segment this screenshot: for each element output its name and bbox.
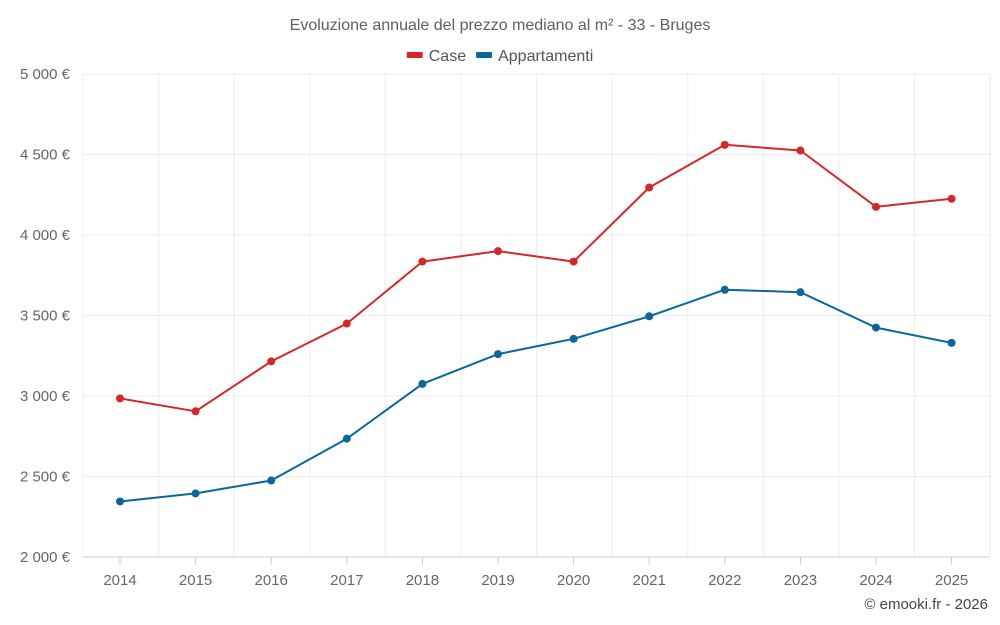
x-tick-label: 2021 — [633, 572, 666, 589]
data-point[interactable] — [569, 257, 578, 266]
data-point[interactable] — [267, 476, 276, 485]
data-point[interactable] — [569, 334, 578, 343]
data-point[interactable] — [342, 319, 351, 328]
data-point[interactable] — [342, 434, 351, 443]
data-point[interactable] — [116, 497, 124, 506]
data-point[interactable] — [418, 257, 427, 266]
x-tick-label: 2023 — [784, 572, 817, 589]
legend: Case Appartamenti — [406, 48, 593, 65]
data-point[interactable] — [872, 323, 880, 332]
grid — [82, 73, 991, 558]
y-tick-label: 5 000 € — [20, 66, 71, 83]
x-tick-label: 2015 — [179, 572, 212, 589]
data-point[interactable] — [267, 357, 276, 366]
y-tick-label: 4 000 € — [20, 227, 71, 244]
chart-title: Evoluzione annuale del prezzo mediano al… — [290, 17, 711, 34]
y-tick-label: 3 500 € — [20, 308, 71, 325]
legend-label: Appartamenti — [498, 48, 593, 65]
series-line — [119, 143, 952, 413]
data-point[interactable] — [645, 183, 654, 192]
y-tick-label: 2 000 € — [20, 549, 71, 566]
x-tick-label: 2017 — [330, 572, 363, 589]
data-point[interactable] — [720, 140, 729, 149]
y-tick-label: 4 500 € — [20, 147, 71, 164]
data-point[interactable] — [191, 489, 200, 498]
credit-text: © emooki.fr - 2026 — [864, 596, 988, 613]
y-tick-label: 3 000 € — [20, 388, 71, 405]
y-axis: 2 000 € 2 500 € 3 000 € 3 500 € 4 000 € 4 500… — [20, 66, 71, 566]
data-point[interactable] — [645, 312, 654, 321]
data-point[interactable] — [116, 394, 124, 403]
series-line — [119, 288, 952, 503]
data-point[interactable] — [494, 350, 502, 359]
x-tick-label: 2019 — [481, 572, 514, 589]
data-point[interactable] — [191, 407, 200, 416]
x-axis: 2014 2015 2016 2017 2018 2019 2020 2021 2022 2023… — [103, 557, 968, 589]
data-point[interactable] — [796, 146, 805, 155]
data-point[interactable] — [796, 288, 805, 297]
series-appartamenti — [116, 285, 956, 506]
data-point[interactable] — [947, 194, 956, 203]
legend-label: Case — [429, 48, 466, 65]
y-tick-label: 2 500 € — [20, 469, 71, 486]
x-tick-label: 2018 — [406, 572, 439, 589]
series-case — [116, 140, 956, 416]
data-point[interactable] — [720, 285, 729, 294]
data-point[interactable] — [872, 202, 880, 211]
data-point[interactable] — [494, 247, 502, 256]
x-tick-label: 2016 — [255, 572, 288, 589]
series-layer — [116, 140, 956, 506]
x-tick-label: 2022 — [708, 572, 741, 589]
x-tick-label: 2020 — [557, 572, 590, 589]
legend-swatch[interactable] — [476, 52, 493, 58]
x-tick-label: 2025 — [935, 572, 968, 589]
data-point[interactable] — [418, 379, 427, 388]
x-tick-label: 2014 — [103, 572, 136, 589]
x-tick-label: 2024 — [859, 572, 892, 589]
legend-swatch[interactable] — [406, 52, 423, 58]
data-point[interactable] — [947, 338, 956, 347]
